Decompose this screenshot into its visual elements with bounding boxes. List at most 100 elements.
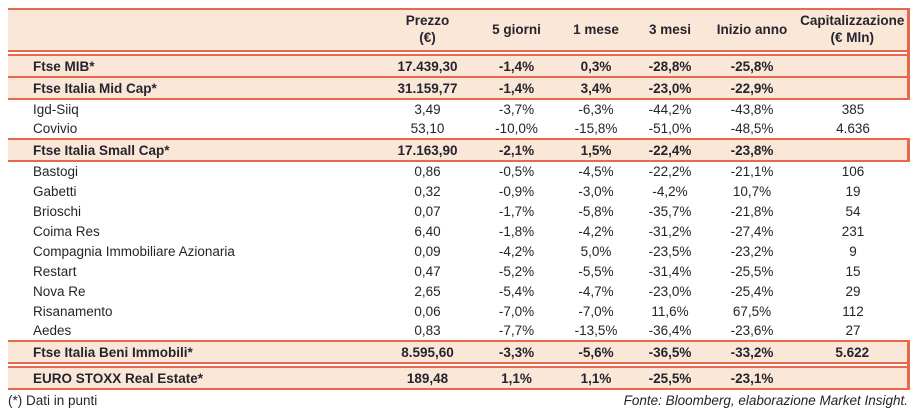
cell-5-giorni: -10,0% [475,119,558,139]
cell-prezzo: 0,32 [380,181,475,201]
cell-name: Ftse Italia Small Cap* [8,138,380,162]
cell-inizio-anno: -48,5% [706,119,798,139]
col-header-prezzo-line1: Prezzo [405,13,450,29]
col-header-cap-line1: Capitalizzazione [800,13,905,29]
stock-row: Bastogi 0,86 -0,5% -4,5% -22,2% -21,1% 106 [8,161,908,181]
cell-3-mesi: -36,4% [634,321,706,341]
cell-3-mesi: -25,5% [634,366,706,390]
cell-3-mesi: -51,0% [634,119,706,139]
cell-1-mese: 5,0% [558,241,634,261]
stock-row: Gabetti 0,32 -0,9% -3,0% -4,2% 10,7% 19 [8,181,908,201]
cell-5-giorni: -7,0% [475,301,558,321]
cell-3-mesi: -4,2% [634,181,706,201]
cell-name: Ftse Italia Beni Immobili* [8,340,380,364]
cell-5-giorni: -1,4% [475,54,558,78]
cell-1-mese: 1,1% [558,366,634,390]
cell-prezzo: 53,10 [380,119,475,139]
cell-inizio-anno: 10,7% [706,181,798,201]
cell-3-mesi: -22,2% [634,161,706,181]
table-footer: (*) Dati in punti Fonte: Bloomberg, elab… [8,393,908,408]
cell-3-mesi: 11,6% [634,301,706,321]
cell-1-mese: -4,7% [558,281,634,301]
cell-5-giorni: -0,9% [475,181,558,201]
cell-capitalizzazione: 9 [798,241,908,261]
cell-5-giorni: -1,7% [475,201,558,221]
cell-capitalizzazione: 15 [798,261,908,281]
cell-capitalizzazione [798,54,910,78]
stock-row: Nova Re 2,65 -5,4% -4,7% -23,0% -25,4% 29 [8,281,908,301]
cell-name: EURO STOXX Real Estate* [8,366,380,390]
col-header-prezzo-line2: (€) [419,30,436,45]
col-header-name [8,8,380,52]
cell-capitalizzazione: 385 [798,99,908,119]
cell-5-giorni: -4,2% [475,241,558,261]
stock-row: Coima Res 6,40 -1,8% -4,2% -31,2% -27,4% 231 [8,221,908,241]
cell-1-mese: 0,3% [558,54,634,78]
cell-3-mesi: -23,5% [634,241,706,261]
cell-1-mese: -5,5% [558,261,634,281]
cell-prezzo: 8.595,60 [380,340,475,364]
cell-inizio-anno: -23,2% [706,241,798,261]
cell-inizio-anno: -23,8% [706,138,798,162]
cell-3-mesi: -31,4% [634,261,706,281]
index-row: Ftse Italia Beni Immobili* 8.595,60 -3,3% -… [8,340,910,364]
index-row: Ftse Italia Mid Cap* 31.159,77 -1,4% 3,4% -2… [8,76,910,100]
cell-1-mese: -5,8% [558,201,634,221]
cell-5-giorni: -0,5% [475,161,558,181]
band-gap-spacer-cell [8,363,910,367]
cell-3-mesi: -23,0% [634,76,706,100]
cell-name: Compagnia Immobiliare Azionaria [8,241,380,261]
cell-1-mese: -5,6% [558,340,634,364]
band-gap-spacer [8,51,910,55]
stock-row: Brioschi 0,07 -1,7% -5,8% -35,7% -21,8% 54 [8,201,908,221]
cell-inizio-anno: -21,8% [706,201,798,221]
source-attribution: Fonte: Bloomberg, elaborazione Market In… [623,393,908,408]
band-gap-spacer-cell [8,51,910,55]
cell-5-giorni: -5,4% [475,281,558,301]
cell-prezzo: 189,48 [380,366,475,390]
cell-capitalizzazione [798,366,910,390]
cell-5-giorni: -3,3% [475,340,558,364]
cell-5-giorni: -7,7% [475,321,558,341]
cell-name: Igd-Siiq [8,99,380,119]
cell-1-mese: -13,5% [558,321,634,341]
cell-1-mese: -4,2% [558,221,634,241]
cell-capitalizzazione: 5.622 [798,340,910,364]
cell-capitalizzazione: 54 [798,201,908,221]
col-header-5-giorni: 5 giorni [475,8,558,52]
cell-5-giorni: -5,2% [475,261,558,281]
cell-name: Restart [8,261,380,281]
cell-capitalizzazione: 27 [798,321,908,341]
col-header-3-mesi: 3 mesi [634,8,706,52]
cell-5-giorni: 1,1% [475,366,558,390]
cell-1-mese: -4,5% [558,161,634,181]
cell-name: Ftse MIB* [8,54,380,78]
cell-inizio-anno: -21,1% [706,161,798,181]
cell-inizio-anno: -23,6% [706,321,798,341]
cell-name: Bastogi [8,161,380,181]
cell-3-mesi: -36,5% [634,340,706,364]
cell-prezzo: 0,83 [380,321,475,341]
col-header-cap-line2: (€ Mln) [830,30,875,45]
cell-5-giorni: -1,8% [475,221,558,241]
cell-capitalizzazione [798,138,910,162]
cell-1-mese: 3,4% [558,76,634,100]
cell-name: Ftse Italia Mid Cap* [8,76,380,100]
cell-capitalizzazione: 4.636 [798,119,908,139]
index-row: EURO STOXX Real Estate* 189,48 1,1% 1,1% -25… [8,366,910,390]
cell-inizio-anno: -25,8% [706,54,798,78]
cell-name: Coima Res [8,221,380,241]
index-row: Ftse Italia Small Cap* 17.163,90 -2,1% 1,5%… [8,138,910,162]
cell-5-giorni: -2,1% [475,138,558,162]
stock-row: Igd-Siiq 3,49 -3,7% -6,3% -44,2% -43,8% 385 [8,99,908,119]
cell-capitalizzazione: 112 [798,301,908,321]
col-header-1-mese: 1 mese [558,8,634,52]
cell-prezzo: 0,47 [380,261,475,281]
col-header-prezzo: Prezzo (€) [380,8,475,52]
index-row: Ftse MIB* 17.439,30 -1,4% 0,3% -28,8% -25,8% [8,54,910,78]
cell-1-mese: 1,5% [558,138,634,162]
cell-capitalizzazione: 106 [798,161,908,181]
cell-capitalizzazione: 231 [798,221,908,241]
cell-inizio-anno: -25,5% [706,261,798,281]
